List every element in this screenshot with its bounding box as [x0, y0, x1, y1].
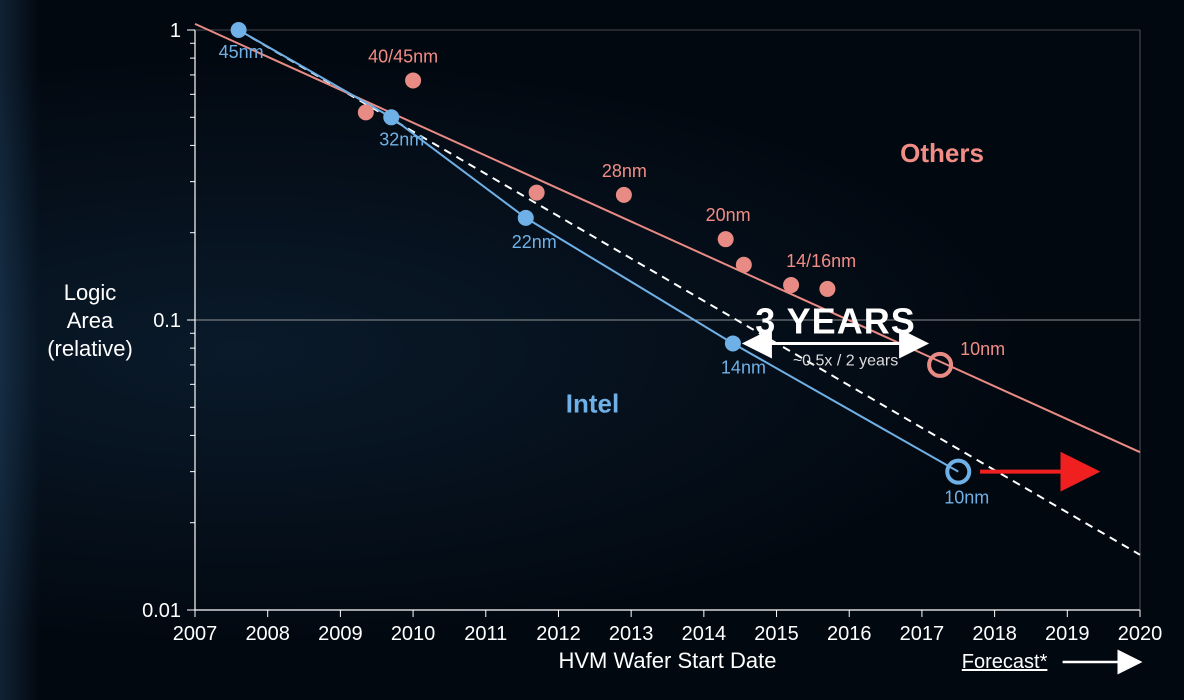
xtick-label: 2009: [318, 623, 363, 645]
gap-callout: 3 YEARS: [755, 300, 915, 341]
ytick-label: 0.01: [142, 600, 181, 622]
xtick-label: 2010: [391, 623, 436, 645]
others-marker: [529, 185, 545, 201]
others-point-label: 40/45nm: [368, 46, 438, 66]
xtick-label: 2015: [754, 623, 799, 645]
xtick-label: 2019: [1045, 623, 1090, 645]
others-marker: [736, 257, 752, 273]
intel-point-label: 22nm: [512, 232, 557, 252]
others-point-label: 10nm: [960, 339, 1005, 359]
intel-marker: [383, 109, 399, 125]
xtick-label: 2016: [827, 623, 872, 645]
forecast-label: Forecast*: [962, 651, 1048, 673]
others-marker: [718, 231, 734, 247]
others-marker: [616, 187, 632, 203]
y-axis-title: Logic: [64, 280, 117, 305]
intel-point-label: 10nm: [944, 488, 989, 508]
ytick-label: 0.1: [153, 310, 181, 332]
x-axis-title: HVM Wafer Start Date: [558, 648, 776, 673]
others-point-label: 28nm: [602, 161, 647, 181]
intel-marker: [725, 335, 741, 351]
intel-marker: [231, 22, 247, 38]
gap-sublabel: ~0.5x / 2 years: [793, 352, 898, 369]
others-marker: [358, 104, 374, 120]
xtick-label: 2018: [972, 623, 1017, 645]
logic-area-chart: 1 0.1 0.012007 2008 2009 2010 2011 2012 2013 2014…: [0, 0, 1184, 700]
xtick-label: 2008: [245, 623, 290, 645]
xtick-label: 2020: [1118, 623, 1163, 645]
others-point-label: 14/16nm: [786, 251, 856, 271]
intel-marker: [518, 210, 534, 226]
intel-point-label: 45nm: [219, 42, 264, 62]
others-point-label: 20nm: [706, 205, 751, 225]
xtick-label: 2017: [900, 623, 945, 645]
intel-series-label: Intel: [566, 388, 619, 418]
xtick-label: 2007: [173, 623, 218, 645]
ytick-label: 1: [170, 20, 181, 42]
others-marker: [819, 281, 835, 297]
others-marker: [783, 277, 799, 293]
xtick-label: 2014: [682, 623, 727, 645]
y-axis-title: Area: [67, 308, 114, 333]
others-marker: [405, 72, 421, 88]
xtick-label: 2013: [609, 623, 654, 645]
reference-trend-dashed: [239, 30, 1140, 555]
others-trend-line: [195, 24, 1140, 452]
y-axis-title: (relative): [47, 336, 133, 361]
intel-point-label: 32nm: [379, 129, 424, 149]
others-series-label: Others: [900, 138, 984, 168]
xtick-label: 2012: [536, 623, 581, 645]
xtick-label: 2011: [464, 623, 507, 645]
intel-point-label: 14nm: [721, 357, 766, 377]
